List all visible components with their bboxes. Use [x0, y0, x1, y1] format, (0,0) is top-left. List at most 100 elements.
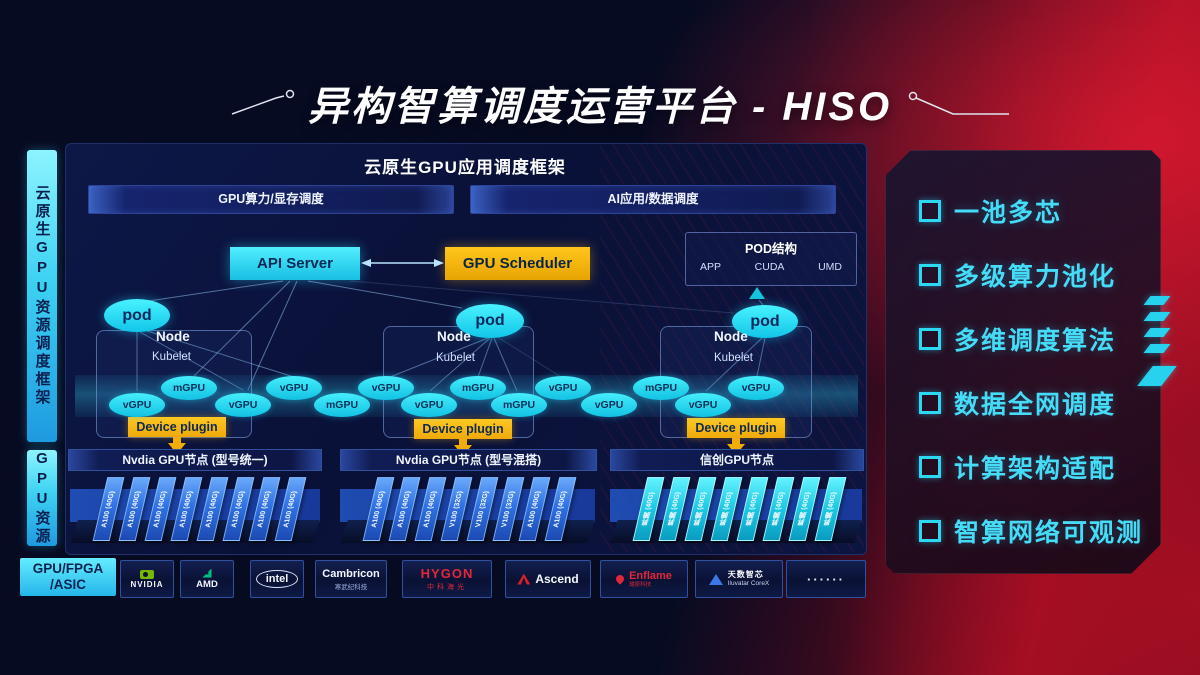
vendor-name: Ascend [535, 572, 579, 586]
feature-label: 数据全网调度 [954, 391, 1117, 419]
gpu-card-label: A100 (40G) [396, 490, 413, 528]
title-left-circuit-decoration [231, 89, 295, 115]
gpu-card-label: 昇腾 (40G) [745, 492, 760, 526]
enflame-logo-icon [614, 573, 626, 585]
square-bullet-icon [919, 200, 941, 222]
feature-item: 多级算力池化 [919, 258, 1161, 292]
vendor-subname: 中科海光 [427, 584, 467, 591]
gpu-card-label: A100 (40G) [526, 490, 543, 528]
gpu-card-group: A100 (40G) A100 (40G) A100 (40G) V100 (32G)… [362, 477, 577, 541]
gpu-card-label: A100 (40G) [152, 490, 169, 528]
pod-ellipse: pod [456, 304, 524, 338]
iluvatar-logo-icon [708, 573, 723, 585]
vendor-subname: 燧原科技 [629, 582, 652, 589]
gpu-card-label: A100 (40G) [230, 490, 247, 528]
device-plugin-box: Device plugin [128, 417, 226, 437]
feature-item: 数据全网调度 [919, 386, 1161, 420]
pod-struct-item-umd: UMD [818, 261, 842, 273]
feature-list: 一池多芯多级算力池化 多维调度算法 数据全网调度计算架构适配智算网络可观测 [885, 150, 1161, 548]
gpu-card-label: 昇腾 (40G) [719, 492, 734, 526]
square-bullet-icon [919, 264, 941, 286]
gpu-card-label: 昇腾 (40G) [693, 492, 708, 526]
gpu-card-label: V100 (32G) [500, 490, 517, 528]
vendor-subname: Iluvatar CoreX [727, 579, 770, 587]
page-title: 异构智算调度运营平台 - HISO [307, 85, 893, 129]
node-label: Node [714, 329, 748, 344]
intel-logo-icon: intel [255, 570, 299, 588]
vendor-name: AMD [196, 578, 218, 590]
api-server-box: API Server [230, 247, 360, 280]
feature-label: 多级算力池化 [954, 263, 1117, 291]
square-bullet-icon [919, 456, 941, 478]
vendor-hygon: HYGON 中科海光 [402, 560, 492, 598]
vendor-name: HYGON [420, 566, 474, 581]
kubelet-label: Kubelet [152, 351, 192, 363]
hardware-label-line1: GPU/FPGA [32, 561, 104, 577]
vendor-ascend: Ascend [505, 560, 591, 598]
ellipsis-label: ······ [807, 571, 845, 587]
features-panel: 一池多芯多级算力池化 多维调度算法 数据全网调度计算架构适配智算网络可观测 [885, 150, 1161, 574]
device-plugin-box: Device plugin [414, 419, 512, 439]
gpu-card-label: A100 (40G) [552, 490, 569, 528]
gpu-card-label: 昇腾 (40G) [641, 492, 656, 526]
framework-header: 云原生GPU应用调度框架 [364, 158, 566, 177]
gpu-node-header: Nvdia GPU节点 (型号混搭) [340, 449, 597, 471]
vendor-name: NVIDIA [130, 579, 164, 589]
gpu-card-label: A100 (40G) [178, 490, 195, 528]
gpu-card-group: A100 (40G) A100 (40G) A100 (40G) A100 (40G)… [92, 477, 307, 541]
square-bullet-icon [919, 328, 941, 350]
gpu-card-group: 昇腾 (40G) 昇腾 (40G) 昇腾 (40G) 昇腾 (40G) 昇腾 (40G)… [632, 477, 847, 541]
vendor-cambricon: Cambricon 寒武纪科技 [315, 560, 387, 598]
vendor-subname: 寒武纪科技 [334, 583, 368, 591]
feature-item: 计算架构适配 [919, 450, 1161, 484]
down-arrow-icon [168, 443, 186, 454]
gpu-node-header: 信创GPU节点 [610, 449, 864, 471]
pod-ellipse: pod [104, 299, 170, 332]
gpu-card-label: 昇腾 (40G) [823, 492, 838, 526]
gpu-card-label: A100 (40G) [256, 490, 273, 528]
vendor-enflame: Enflame 燧原科技 [600, 560, 688, 598]
gpu-card-label: 昇腾 (40G) [667, 492, 682, 526]
up-arrow-icon [749, 287, 765, 299]
kubelet-label: Kubelet [714, 352, 754, 364]
pod-struct-item-app: APP [700, 261, 722, 273]
feature-item: 一池多芯 [919, 194, 1161, 228]
pod-structure-box: POD结构 APP CUDA UMD [685, 232, 857, 286]
sidebar-gpu-resource-bar: GPU资源 [27, 450, 57, 546]
vendor-name: 天数智芯 [727, 570, 764, 580]
lane-ai-data-scheduling: AI应用/数据调度 [470, 185, 836, 214]
gpu-card-label: A100 (40G) [422, 490, 439, 528]
feature-item: 多维调度算法 [919, 322, 1161, 356]
hardware-category-label: GPU/FPGA /ASIC [20, 558, 116, 596]
hardware-label-line2: /ASIC [49, 577, 86, 592]
gpu-card-label: A100 (40G) [204, 490, 221, 528]
gpu-card-label: 昇腾 (40G) [797, 492, 812, 526]
feature-label: 多维调度算法 [954, 327, 1117, 355]
feature-label: 智算网络可观测 [954, 519, 1144, 547]
square-bullet-icon [919, 520, 941, 542]
vendor-intel: intel [250, 560, 304, 598]
vendor-amd: AMD [180, 560, 234, 598]
nvidia-logo-icon [140, 569, 154, 579]
node-label: Node [156, 329, 190, 344]
square-bullet-icon [919, 392, 941, 414]
pod-structure-title: POD结构 [744, 242, 798, 256]
vendor-nvidia: NVIDIA [120, 560, 174, 598]
gpu-card-label: A100 (40G) [282, 490, 299, 528]
feature-item: 智算网络可观测 [919, 514, 1161, 548]
down-arrow-icon [459, 439, 467, 445]
node-label: Node [437, 329, 471, 344]
device-plugin-box: Device plugin [687, 418, 785, 438]
gpu-card-label: A100 (40G) [100, 490, 117, 528]
amd-logo-icon [202, 568, 212, 578]
vendor-name: Enflame [629, 569, 672, 582]
feature-label: 一池多芯 [954, 199, 1063, 227]
vendor-more: ······ [786, 560, 866, 598]
gpu-node-header: Nvdia GPU节点 (型号统一) [68, 449, 322, 471]
gpu-card-label: V100 (32G) [474, 490, 491, 528]
gpu-card-label: V100 (32G) [448, 490, 465, 528]
vendor-name: Cambricon [322, 567, 380, 580]
lane-gpu-compute-scheduling: GPU算力/显存调度 [88, 185, 454, 214]
gpu-card-label: A100 (40G) [126, 490, 143, 528]
